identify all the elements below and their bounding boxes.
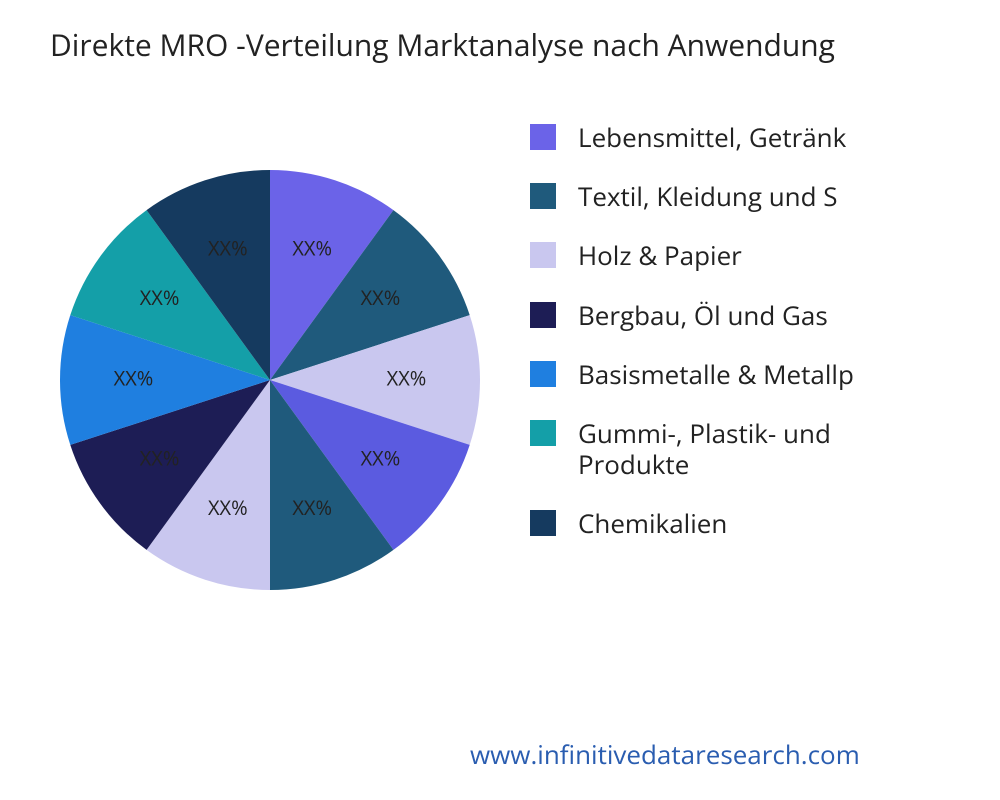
legend-swatch [530, 183, 556, 209]
pie-slice-label: XX% [387, 364, 427, 391]
pie-chart: XX% XX% XX% XX% XX% XX% XX% XX% XX% XX% [40, 120, 500, 640]
legend-item: Holz & Papier [530, 240, 1000, 271]
legend-item: Basismetalle & Metallp [530, 359, 1000, 390]
legend: Lebensmittel, Getränk Textil, Kleidung un… [530, 122, 1000, 568]
legend-swatch [530, 124, 556, 150]
legend-label: Basismetalle & Metallp [578, 359, 854, 390]
legend-item: Lebensmittel, Getränk [530, 122, 1000, 153]
legend-swatch [530, 242, 556, 268]
legend-item: Bergbau, Öl und Gas [530, 300, 1000, 331]
pie-svg: XX% XX% XX% XX% XX% XX% XX% XX% XX% XX% [40, 120, 500, 640]
pie-slice-label: XX% [292, 235, 332, 262]
pie-slice-label: XX% [140, 445, 180, 472]
legend-label: Lebensmittel, Getränk [578, 122, 846, 153]
pie-slice-label: XX% [361, 284, 401, 311]
legend-swatch [530, 361, 556, 387]
legend-item: Chemikalien [530, 508, 1000, 539]
legend-label: Bergbau, Öl und Gas [578, 300, 828, 331]
legend-item: Textil, Kleidung und S [530, 181, 1000, 212]
pie-slice-label: XX% [140, 284, 180, 311]
pie-slice-label: XX% [361, 445, 401, 472]
pie-slice-label: XX% [208, 235, 248, 262]
chart-title: Direkte MRO -Verteilung Marktanalyse nac… [50, 24, 1000, 65]
legend-swatch [530, 420, 556, 446]
pie-slice-label: XX% [114, 364, 154, 391]
legend-swatch [530, 510, 556, 536]
legend-label: Chemikalien [578, 508, 727, 539]
legend-item: Gummi-, Plastik- und Produkte [530, 418, 1000, 480]
watermark: www.infinitivedataresearch.com [470, 736, 860, 772]
legend-label: Gummi-, Plastik- und Produkte [578, 418, 831, 480]
legend-swatch [530, 302, 556, 328]
legend-label: Textil, Kleidung und S [578, 181, 838, 212]
pie-slice-label: XX% [292, 494, 332, 521]
legend-label: Holz & Papier [578, 240, 742, 271]
pie-slice-label: XX% [208, 494, 248, 521]
